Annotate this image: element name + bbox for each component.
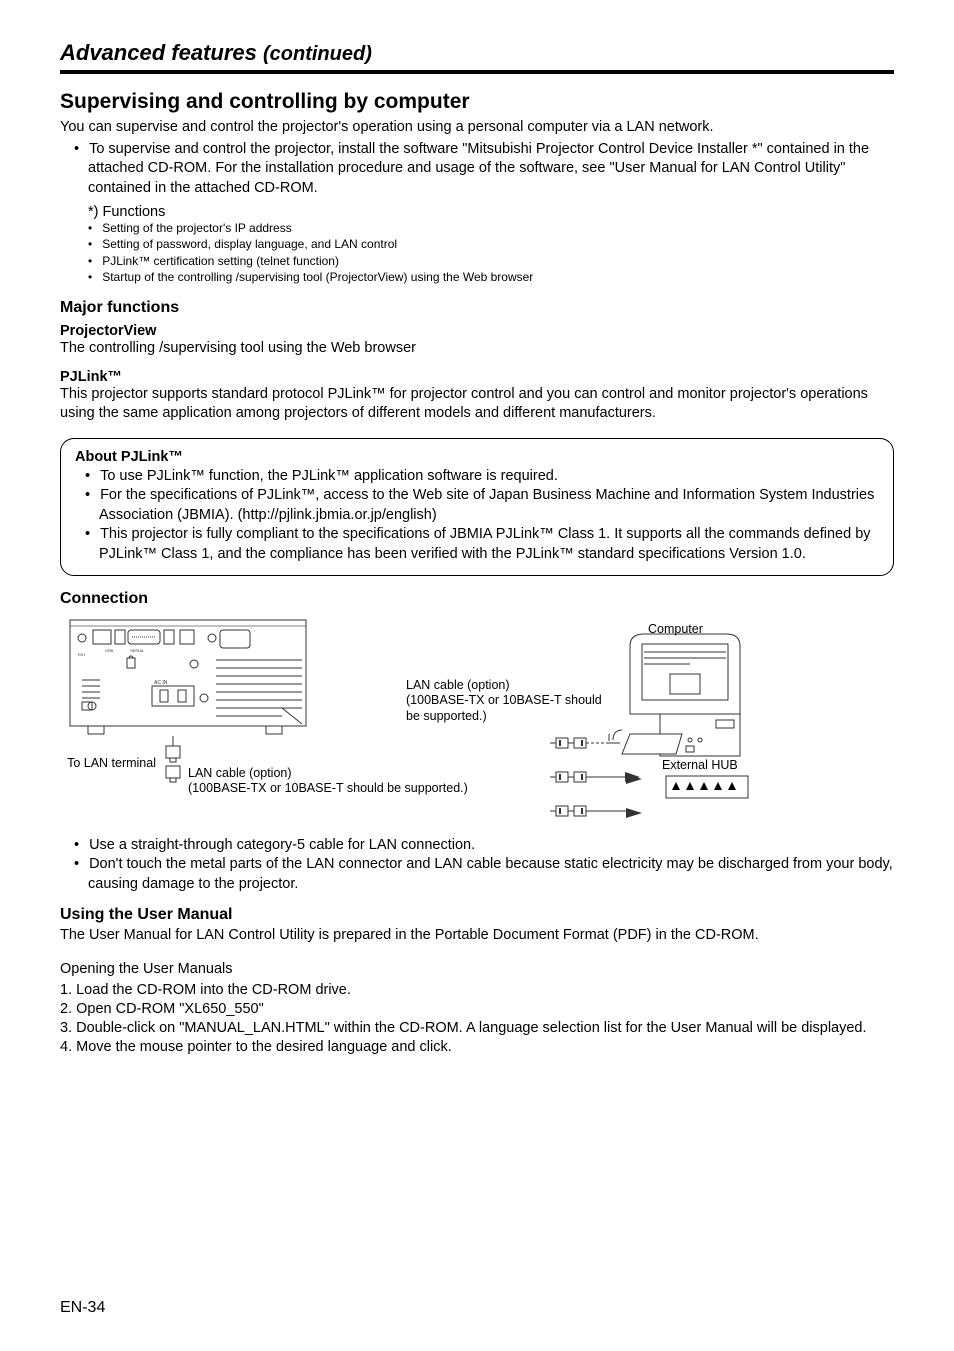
opening-manuals: Opening the User Manuals bbox=[60, 960, 894, 980]
connection-notes: Use a straight-through category-5 cable … bbox=[60, 836, 894, 895]
pjlink-text: This projector supports standard protoco… bbox=[60, 385, 894, 424]
to-lan-label: To LAN terminal bbox=[60, 756, 156, 772]
manual-step: 1. Load the CD-ROM into the CD-ROM drive… bbox=[60, 981, 894, 1000]
computer-label: Computer bbox=[648, 622, 703, 638]
functions-item: Setting of password, display language, a… bbox=[88, 236, 894, 252]
callout-list: To use PJLink™ function, the PJLink™ app… bbox=[75, 467, 879, 565]
lan-cable-1: LAN cable (option) (100BASE-TX or 10BASE… bbox=[188, 766, 468, 797]
functions-note: *) Functions bbox=[60, 204, 894, 220]
page-number: EN-34 bbox=[60, 1299, 105, 1317]
manual-step: 4. Move the mouse pointer to the desired… bbox=[60, 1038, 894, 1057]
svg-text:AC IN: AC IN bbox=[154, 680, 168, 686]
user-manual-heading: Using the User Manual bbox=[60, 906, 894, 924]
callout-item: To use PJLink™ function, the PJLink™ app… bbox=[75, 467, 879, 487]
lan-cable-1a: LAN cable (option) bbox=[188, 766, 292, 780]
connection-note: Don't touch the metal parts of the LAN c… bbox=[60, 855, 894, 894]
callout-item: For the specifications of PJLink™, acces… bbox=[75, 486, 879, 525]
top-bullet-item: To supervise and control the projector, … bbox=[60, 140, 894, 199]
pjlink-title: PJLink™ bbox=[60, 369, 894, 385]
callout-item: This projector is fully compliant to the… bbox=[75, 525, 879, 564]
manual-step: 2. Open CD-ROM "XL650_550" bbox=[60, 1000, 894, 1019]
functions-item: Setting of the projector's IP address bbox=[88, 220, 894, 236]
header-title: Advanced features bbox=[60, 40, 257, 65]
lan-cable-2: LAN cable (option) (100BASE-TX or 10BASE… bbox=[406, 678, 606, 725]
functions-item: PJLink™ certification setting (telnet fu… bbox=[88, 253, 894, 269]
connection-heading: Connection bbox=[60, 590, 894, 608]
projectorview-text: The controlling /supervising tool using … bbox=[60, 339, 894, 359]
lan-cable-1b: (100BASE-TX or 10BASE-T should be suppor… bbox=[188, 781, 468, 795]
about-pjlink-box: About PJLink™ To use PJLink™ function, t… bbox=[60, 438, 894, 576]
manual-step: 3. Double-click on "MANUAL_LAN.HTML" wit… bbox=[60, 1019, 894, 1038]
connection-diagram: R/H USB SERIAL AC IN bbox=[60, 616, 894, 826]
user-manual-intro: The User Manual for LAN Control Utility … bbox=[60, 926, 894, 946]
svg-text:SERIAL: SERIAL bbox=[130, 648, 145, 653]
projectorview-title: ProjectorView bbox=[60, 323, 894, 339]
top-bullet-list: To supervise and control the projector, … bbox=[60, 140, 894, 199]
svg-text:USB: USB bbox=[105, 648, 114, 653]
hub-label: External HUB bbox=[662, 758, 738, 774]
manual-steps: 1. Load the CD-ROM into the CD-ROM drive… bbox=[60, 981, 894, 1056]
main-title: Supervising and controlling by computer bbox=[60, 90, 894, 114]
lan-cable-2a: LAN cable (option) bbox=[406, 678, 510, 692]
callout-title: About PJLink™ bbox=[75, 449, 879, 465]
functions-item: Startup of the controlling /supervising … bbox=[88, 269, 894, 285]
lan-cable-2b: (100BASE-TX or 10BASE-T should be suppor… bbox=[406, 693, 602, 723]
connection-note: Use a straight-through category-5 cable … bbox=[60, 836, 894, 856]
major-functions-heading: Major functions bbox=[60, 299, 894, 317]
section-header: Advanced features (continued) bbox=[60, 40, 894, 74]
functions-list: Setting of the projector's IP address Se… bbox=[60, 220, 894, 285]
intro-text: You can supervise and control the projec… bbox=[60, 118, 894, 138]
header-continued: (continued) bbox=[263, 43, 372, 65]
svg-text:R/H: R/H bbox=[78, 652, 85, 657]
